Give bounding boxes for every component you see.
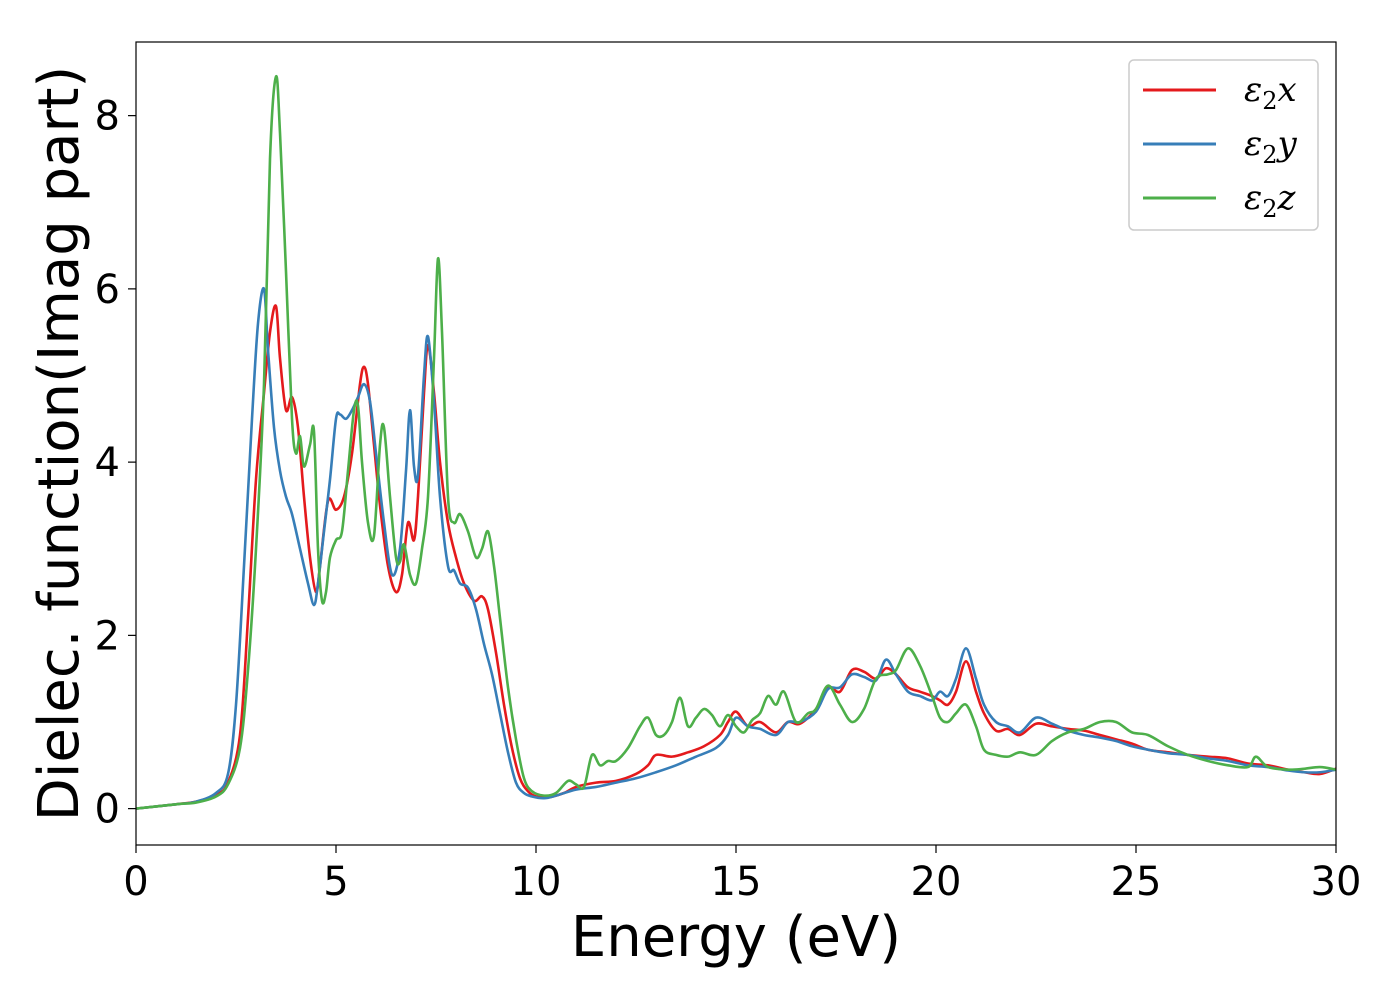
legend-label-x: ε2x <box>1244 70 1297 115</box>
x-tick-label: 10 <box>511 859 562 905</box>
x-axis-label: Energy (eV) <box>571 905 901 970</box>
plot-area <box>136 75 1336 810</box>
y-tick-label: 2 <box>95 613 120 659</box>
legend-label-y: ε2y <box>1244 124 1298 169</box>
y-tick-label: 4 <box>95 440 120 486</box>
x-tick-label: 30 <box>1311 859 1362 905</box>
series-lines <box>136 75 1336 810</box>
y-tick-label: 8 <box>95 94 120 140</box>
y-axis-label: Dielec. function(Imag part) <box>27 66 92 822</box>
x-tick-label: 20 <box>911 859 962 905</box>
y-tick-label: 0 <box>95 787 120 833</box>
series-line-y <box>136 286 1336 810</box>
x-tick-label: 5 <box>323 859 348 905</box>
series-line-x <box>136 304 1336 810</box>
legend-label-z: ε2z <box>1244 178 1297 223</box>
legend: ε2x ε2y ε2z <box>1128 59 1319 231</box>
y-tick-label: 6 <box>95 267 120 313</box>
x-tick-label: 25 <box>1111 859 1162 905</box>
x-tick-label: 0 <box>123 859 148 905</box>
axes: 0 5 10 15 20 25 30 0 2 4 6 8 <box>95 41 1362 905</box>
legend-frame <box>1128 59 1319 231</box>
x-tick-label: 15 <box>711 859 762 905</box>
series-line-z <box>136 75 1336 810</box>
